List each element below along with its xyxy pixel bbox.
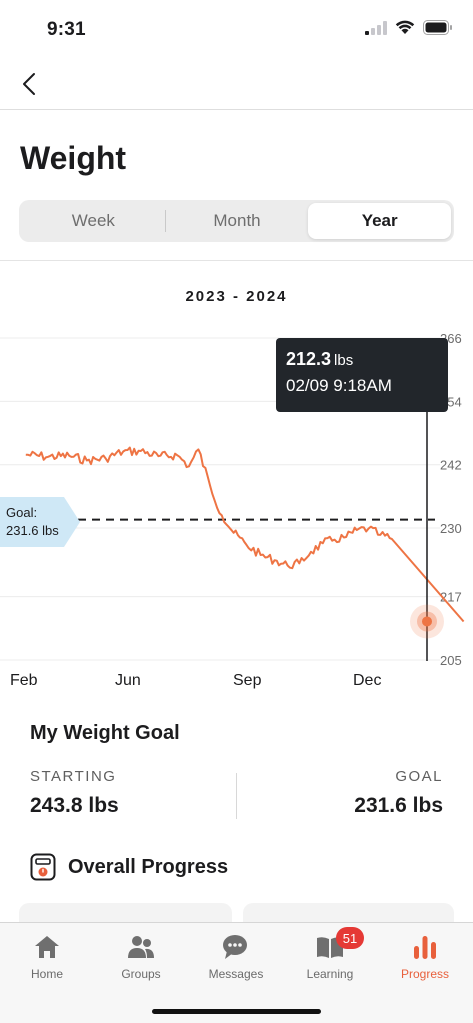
section-divider — [0, 260, 473, 261]
groups-icon — [126, 932, 156, 962]
selected-point-tooltip: 212.3 lbs 02/09 9:18AM — [276, 338, 448, 412]
segment-year[interactable]: Year — [308, 203, 452, 239]
battery-icon — [423, 20, 452, 35]
tab-home[interactable]: Home — [0, 923, 94, 993]
page-title: Weight — [20, 140, 127, 176]
goal-tag-value: 231.6 lbs — [6, 523, 59, 538]
goal-tag-shape — [0, 497, 80, 547]
progress-icon — [410, 932, 440, 962]
goal-value: 231.6 lbs — [354, 794, 443, 817]
home-icon — [32, 932, 62, 962]
tab-learning[interactable]: 51 Learning — [283, 923, 377, 993]
x-tick-label: Sep — [233, 672, 262, 689]
overall-progress-header: Overall Progress — [30, 853, 228, 881]
goal-label: GOAL — [395, 768, 443, 785]
status-icons — [365, 20, 453, 35]
segment-week[interactable]: Week — [71, 211, 115, 230]
overall-progress-title: Overall Progress — [68, 855, 229, 878]
home-indicator — [152, 1009, 321, 1014]
x-tick-label: Feb — [10, 672, 38, 689]
y-tick-label: 205 — [440, 653, 462, 668]
series-line — [25, 446, 465, 623]
header-divider — [0, 109, 473, 110]
tab-progress[interactable]: Progress — [378, 923, 472, 993]
goal-divider — [236, 773, 237, 819]
y-tick-label: 230 — [440, 521, 462, 536]
tab-learning-label: Learning — [306, 967, 354, 981]
status-bar: 9:31 — [0, 0, 473, 54]
goal-weight: GOAL 231.6 lbs — [354, 768, 443, 818]
x-tick-label: Dec — [353, 672, 381, 689]
tab-bar: Home Groups Messages 51 Learning Progres… — [0, 922, 473, 1023]
segment-month[interactable]: Month — [213, 211, 261, 230]
starting-weight: STARTING 243.8 lbs — [30, 768, 119, 818]
weight-goal-title: My Weight Goal — [30, 722, 180, 744]
messages-icon — [221, 932, 251, 962]
tooltip-value: 212.3 — [286, 349, 332, 369]
selected-point-dot — [422, 616, 432, 627]
starting-label: STARTING — [30, 768, 117, 785]
chevron-left-icon — [23, 73, 35, 95]
learning-badge: 51 — [336, 927, 364, 949]
tab-messages[interactable]: Messages — [189, 923, 283, 993]
goal-tag-label: Goal: — [6, 505, 38, 520]
back-button[interactable] — [14, 66, 44, 102]
tab-progress-label: Progress — [400, 967, 450, 981]
goal-tag: Goal: 231.6 lbs — [0, 497, 80, 547]
tab-groups-label: Groups — [121, 967, 161, 981]
period-segmented-control: Week Month Year — [19, 200, 454, 242]
cellular-signal-icon — [365, 20, 387, 35]
segment-separator — [164, 210, 166, 232]
tab-home-label: Home — [30, 967, 63, 981]
chart-date-range: 2023 - 2024 — [185, 288, 288, 305]
tab-groups[interactable]: Groups — [94, 923, 188, 993]
x-tick-label: Jun — [115, 672, 141, 689]
goal-tag-text: Goal: 231.6 lbs — [6, 504, 59, 540]
wifi-icon — [395, 20, 415, 34]
status-time: 9:31 — [47, 19, 86, 40]
tooltip-unit: lbs — [334, 352, 354, 369]
starting-value: 243.8 lbs — [30, 794, 119, 817]
y-tick-label: 242 — [440, 458, 462, 473]
scale-icon — [30, 853, 56, 881]
tooltip-datetime: 02/09 9:18AM — [286, 376, 392, 395]
tab-messages-label: Messages — [208, 967, 264, 981]
